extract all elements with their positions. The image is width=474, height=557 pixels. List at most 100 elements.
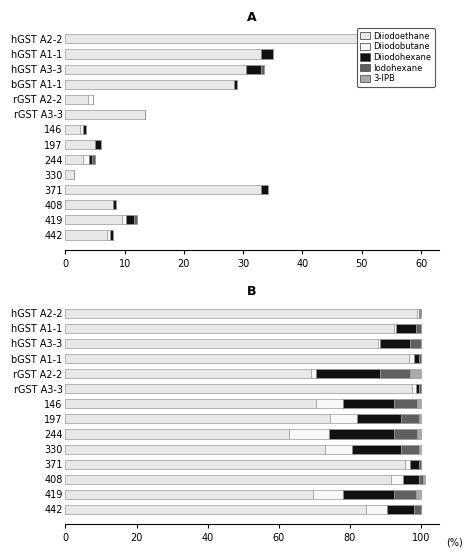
Bar [416, 384, 419, 393]
Text: (%): (%) [446, 538, 463, 548]
Bar [290, 429, 328, 438]
Title: B: B [247, 286, 257, 299]
Bar [83, 125, 86, 134]
Bar [127, 216, 134, 224]
Bar [394, 429, 418, 438]
Bar [65, 65, 246, 74]
Bar [234, 80, 237, 89]
Bar [419, 475, 423, 484]
Bar [394, 324, 396, 333]
Bar [410, 339, 421, 348]
Bar [366, 505, 387, 514]
Bar [65, 399, 316, 408]
Bar [412, 384, 416, 393]
Bar [261, 65, 264, 74]
Bar [418, 429, 421, 438]
Bar [316, 399, 343, 408]
Title: A: A [247, 11, 257, 24]
Bar [419, 444, 421, 453]
Bar [89, 155, 92, 164]
Bar [311, 369, 316, 378]
Bar [387, 505, 414, 514]
Bar [65, 155, 83, 164]
Bar [378, 339, 380, 348]
Bar [416, 324, 421, 333]
Bar [65, 185, 261, 194]
Bar [328, 429, 394, 438]
Bar [65, 444, 325, 453]
Bar [416, 490, 421, 499]
Legend: Diiodoethane, Diiodobutane, Diiodohexane, Iodohexane, 3-IPB: Diiodoethane, Diiodobutane, Diiodohexane… [356, 28, 435, 86]
Bar [95, 140, 101, 149]
Bar [65, 35, 400, 43]
Bar [65, 50, 261, 58]
Bar [414, 505, 421, 514]
Bar [405, 460, 410, 468]
Bar [419, 309, 420, 318]
Bar [410, 369, 421, 378]
Bar [343, 490, 394, 499]
Bar [343, 399, 394, 408]
Bar [325, 444, 352, 453]
Bar [403, 475, 419, 484]
Bar [394, 490, 416, 499]
Bar [65, 231, 107, 240]
Bar [423, 475, 425, 484]
Bar [419, 354, 421, 363]
Bar [246, 65, 261, 74]
Bar [261, 185, 268, 194]
Bar [261, 50, 273, 58]
Bar [65, 384, 412, 393]
Bar [418, 399, 421, 408]
Bar [65, 95, 88, 104]
Bar [65, 125, 80, 134]
Bar [419, 460, 421, 468]
Bar [400, 35, 402, 43]
Bar [80, 125, 83, 134]
Bar [419, 384, 421, 393]
Bar [380, 339, 410, 348]
Bar [65, 460, 405, 468]
Bar [113, 201, 116, 209]
Bar [65, 505, 366, 514]
Bar [65, 324, 394, 333]
Bar [316, 369, 380, 378]
Bar [65, 110, 146, 119]
Bar [65, 475, 391, 484]
Bar [352, 444, 401, 453]
Bar [409, 354, 414, 363]
Bar [330, 414, 357, 423]
Bar [357, 414, 401, 423]
Bar [88, 95, 92, 104]
Bar [65, 339, 378, 348]
Bar [401, 414, 419, 423]
Bar [65, 369, 311, 378]
Bar [417, 309, 419, 318]
Bar [65, 216, 122, 224]
Bar [65, 414, 330, 423]
Bar [394, 399, 418, 408]
Bar [110, 231, 113, 240]
Bar [380, 369, 410, 378]
Bar [414, 354, 419, 363]
Bar [65, 490, 312, 499]
Bar [83, 155, 89, 164]
Bar [92, 155, 95, 164]
Bar [391, 475, 403, 484]
Bar [65, 140, 95, 149]
Bar [410, 460, 419, 468]
Bar [65, 309, 417, 318]
Bar [419, 414, 421, 423]
Bar [396, 324, 416, 333]
Bar [107, 231, 110, 240]
Bar [312, 490, 343, 499]
Bar [65, 80, 234, 89]
Bar [65, 354, 409, 363]
Bar [134, 216, 137, 224]
Bar [401, 444, 419, 453]
Bar [65, 201, 113, 209]
Bar [65, 170, 74, 179]
Bar [122, 216, 127, 224]
Bar [420, 309, 421, 318]
Bar [65, 429, 290, 438]
